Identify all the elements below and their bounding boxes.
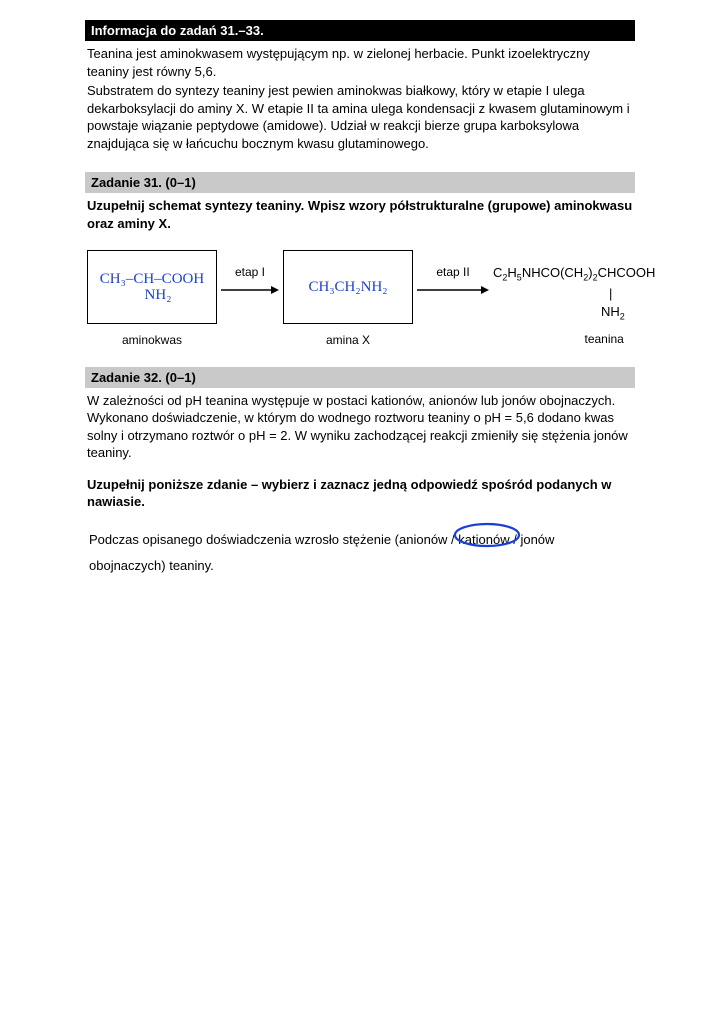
info-paragraph-1: Teanina jest aminokwasem występującym np… xyxy=(87,45,633,80)
task32-prompt: Uzupełnij poniższe zdanie – wybierz i za… xyxy=(87,476,633,511)
aminokwas-formula-line1: CH₃–CH–COOH xyxy=(100,271,204,288)
aminokwas-formula-line2: NH₂ xyxy=(145,287,172,304)
task32-paragraph: W zależności od pH teanina występuje w p… xyxy=(87,392,633,462)
info-body: Teanina jest aminokwasem występującym np… xyxy=(85,41,635,164)
sentence-pre: Podczas opisanego doświadczenia wzrosło … xyxy=(89,532,455,547)
amina-x-caption: amina X xyxy=(326,332,370,348)
theanine-formula: C2H5NHCO(CH2)2CHCOOH | NH2 xyxy=(493,250,655,323)
synthesis-diagram: CH₃–CH–COOH NH₂ aminokwas etap I CH₃CH₂N… xyxy=(87,250,633,348)
circled-answer: kationów xyxy=(458,527,509,553)
task32-sentence: Podczas opisanego doświadczenia wzrosło … xyxy=(87,525,633,581)
task31-header: Zadanie 31. (0–1) xyxy=(85,172,635,193)
task32-header: Zadanie 32. (0–1) xyxy=(85,367,635,388)
arrow-icon xyxy=(221,283,279,297)
arrow-icon xyxy=(417,283,489,297)
etap2-label: etap II xyxy=(436,264,469,280)
circled-word: kationów xyxy=(458,532,509,547)
amina-x-box: CH₃CH₂NH₂ xyxy=(283,250,413,324)
theanine-caption: teanina xyxy=(584,331,623,347)
info-header: Informacja do zadań 31.–33. xyxy=(85,20,635,41)
etap1-label: etap I xyxy=(235,264,265,280)
amina-x-formula: CH₃CH₂NH₂ xyxy=(308,279,387,296)
aminokwas-caption: aminokwas xyxy=(122,332,182,348)
theanine-main: C2H5NHCO(CH2)2CHCOOH xyxy=(493,265,655,280)
task31-prompt: Uzupełnij schemat syntezy teaniny. Wpisz… xyxy=(87,197,633,232)
info-paragraph-2: Substratem do syntezy teaniny jest pewie… xyxy=(87,82,633,152)
aminokwas-box: CH₃–CH–COOH NH₂ xyxy=(87,250,217,324)
